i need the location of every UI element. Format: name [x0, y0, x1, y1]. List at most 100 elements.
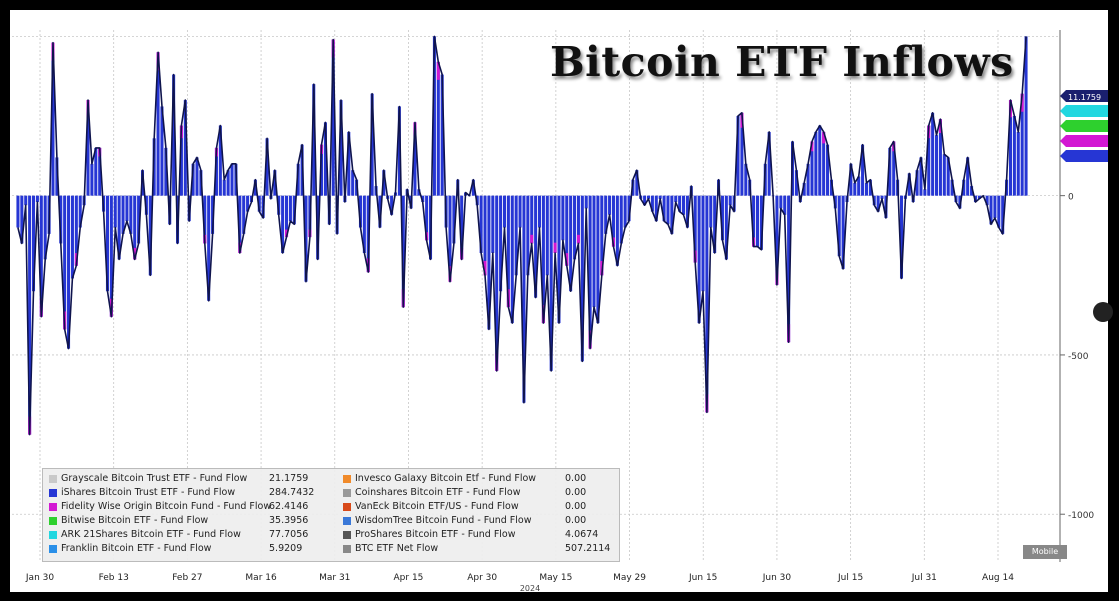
legend-swatch-icon: [49, 475, 57, 483]
bar: [611, 195, 615, 247]
bar: [421, 195, 425, 203]
bar: [331, 39, 335, 196]
bar-accent: [284, 229, 289, 238]
legend-entry[interactable]: Coinshares Bitcoin ETF - Fund Flow 0.00: [343, 487, 613, 499]
legend-entry[interactable]: Fidelity Wise Origin Bitcoin Fund - Fund…: [49, 501, 339, 513]
bar: [864, 182, 868, 196]
bar: [495, 195, 499, 371]
bar: [413, 122, 417, 196]
legend-series-name: BTC ETF Net Flow: [355, 543, 439, 554]
bar: [1020, 93, 1024, 196]
bar: [899, 195, 904, 279]
bar-accent: [810, 141, 814, 152]
bar: [654, 195, 658, 222]
legend-entry[interactable]: Grayscale Bitcoin Trust ETF - Fund Flow 2…: [49, 473, 339, 485]
legend-swatch-icon: [343, 531, 351, 539]
bar: [273, 170, 277, 196]
bar: [946, 157, 950, 196]
bar: [20, 195, 24, 244]
bar: [829, 179, 833, 196]
bar: [643, 195, 647, 206]
bar: [370, 93, 374, 196]
bar: [440, 74, 444, 196]
legend-entry[interactable]: Invesco Galaxy Bitcoin Etf - Fund Flow 0.…: [343, 473, 613, 485]
bar: [977, 195, 981, 199]
bar-accent: [483, 260, 487, 276]
bar-accent: [576, 234, 580, 244]
legend-series-value: 0.00: [565, 487, 587, 498]
x-tick-label: Apr 30: [467, 573, 497, 583]
x-tick-label: Apr 15: [394, 573, 424, 583]
mobile-badge[interactable]: Mobile: [1023, 545, 1067, 559]
value-tag: [1060, 90, 1108, 102]
legend-entry[interactable]: ProShares Bitcoin ETF - Fund Flow 4.0674: [343, 529, 613, 541]
bar: [502, 195, 507, 228]
value-tag: [1060, 120, 1108, 132]
bar: [94, 147, 98, 196]
bar: [222, 179, 226, 196]
bar: [752, 195, 756, 247]
net-flow-line: [17, 35, 1027, 436]
legend-entry[interactable]: BTC ETF Net Flow 507.2114: [343, 543, 613, 555]
bar: [347, 131, 351, 196]
bar: [993, 195, 997, 218]
bar: [203, 195, 207, 244]
bar: [207, 195, 211, 301]
legend-series-value: 62.4146: [269, 501, 309, 512]
bar: [1016, 131, 1020, 196]
bar: [39, 195, 43, 317]
legend-swatch-icon: [343, 503, 351, 511]
legend-entry[interactable]: WisdomTree Bitcoin Fund - Fund Flow 0.00: [343, 515, 613, 527]
x-tick-label: Jan 30: [25, 573, 54, 583]
bar-accent: [822, 131, 826, 144]
bar: [557, 195, 561, 324]
legend-entry[interactable]: Franklin Bitcoin ETF - Fund Flow 5.9209: [49, 543, 339, 555]
bar: [608, 195, 612, 215]
legend-series-name: Invesco Galaxy Bitcoin Etf - Fund Flow: [355, 473, 537, 484]
bar: [615, 195, 619, 266]
bar: [257, 195, 261, 212]
x-tick-label: Mar 16: [245, 573, 277, 583]
bar: [471, 179, 475, 196]
legend-series-value: 0.00: [565, 501, 587, 512]
bar: [452, 195, 456, 244]
legend-entry[interactable]: ARK 21Shares Bitcoin ETF - Fund Flow 77.7…: [49, 529, 339, 541]
bar: [183, 100, 187, 196]
bar: [662, 195, 666, 222]
bar: [74, 195, 78, 266]
scroll-handle-icon[interactable]: [1093, 302, 1113, 322]
bar: [51, 42, 55, 196]
legend-series-value: 35.3956: [269, 515, 309, 526]
bar: [938, 119, 942, 196]
bar: [802, 182, 806, 196]
bar: [635, 170, 639, 196]
bar: [697, 195, 701, 324]
bar: [277, 195, 281, 215]
bar: [432, 36, 436, 196]
bar: [744, 163, 748, 196]
bar: [109, 195, 113, 317]
bar: [779, 195, 783, 209]
bar: [1012, 116, 1016, 196]
legend-series-value: 284.7432: [269, 487, 315, 498]
x-axis-year: 2024: [520, 584, 540, 592]
bar: [678, 195, 682, 212]
bar: [417, 189, 421, 196]
bar: [358, 195, 362, 228]
bar: [942, 154, 946, 196]
bar: [59, 195, 63, 244]
bar: [545, 195, 549, 276]
bar-accent: [133, 247, 137, 260]
legend-entry[interactable]: Bitwise Bitcoin ETF - Fund Flow 35.3956: [49, 515, 339, 527]
bar: [378, 195, 382, 228]
bar: [826, 144, 830, 196]
legend-entry[interactable]: iShares Bitcoin Trust ETF - Fund Flow 284…: [49, 487, 339, 499]
bar: [522, 195, 526, 403]
bar: [833, 195, 837, 209]
bar: [588, 195, 592, 349]
value-tag: [1060, 105, 1108, 117]
legend-entry[interactable]: VanEck Bitcoin ETF/US - Fund Flow 0.00: [343, 501, 613, 513]
bar: [160, 106, 164, 196]
bar: [526, 195, 530, 276]
